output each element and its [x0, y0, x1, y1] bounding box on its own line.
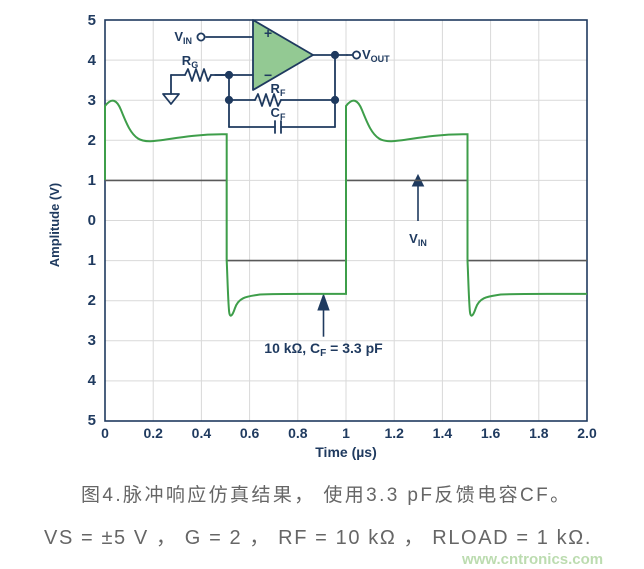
- svg-text:4: 4: [88, 372, 97, 389]
- svg-text:4: 4: [88, 52, 97, 69]
- svg-text:1: 1: [88, 172, 96, 189]
- svg-text:VS = ±5 V ， G = 2 ， RF = 10 kΩ: VS = ±5 V ， G = 2 ， RF = 10 kΩ ， RLOAD =…: [44, 527, 592, 549]
- svg-text:2.0: 2.0: [577, 425, 597, 441]
- svg-text:www.cntronics.com: www.cntronics.com: [461, 551, 603, 568]
- svg-text:0.2: 0.2: [143, 425, 163, 441]
- svg-text:0.6: 0.6: [240, 425, 260, 441]
- svg-text:Amplitude (V): Amplitude (V): [47, 183, 62, 268]
- svg-text:2: 2: [88, 132, 96, 149]
- svg-text:CF: CF: [271, 105, 286, 122]
- svg-text:RG: RG: [182, 53, 198, 70]
- svg-text:1.8: 1.8: [529, 425, 549, 441]
- svg-text:VOUT: VOUT: [362, 47, 390, 64]
- svg-text:VIN: VIN: [174, 29, 192, 46]
- svg-text:Time (µs): Time (µs): [315, 444, 377, 460]
- svg-text:1.4: 1.4: [433, 425, 453, 441]
- svg-text:1.2: 1.2: [384, 425, 404, 441]
- svg-text:1: 1: [88, 252, 96, 269]
- svg-text:1: 1: [342, 425, 350, 441]
- svg-text:0.8: 0.8: [288, 425, 308, 441]
- svg-text:VIN: VIN: [409, 231, 427, 248]
- svg-text:0.4: 0.4: [192, 425, 212, 441]
- svg-text:0: 0: [88, 212, 96, 229]
- svg-text:10 kΩ, CF = 3.3 pF: 10 kΩ, CF = 3.3 pF: [264, 340, 383, 359]
- svg-text:5: 5: [88, 412, 96, 429]
- svg-text:图4.脉冲响应仿真结果， 使用3.3 pF反馈电容CF。: 图4.脉冲响应仿真结果， 使用3.3 pF反馈电容CF。: [81, 484, 572, 506]
- svg-text:3: 3: [88, 92, 96, 109]
- svg-text:5: 5: [88, 12, 96, 29]
- svg-text:2: 2: [88, 292, 96, 309]
- svg-text:1.6: 1.6: [481, 425, 501, 441]
- svg-text:3: 3: [88, 332, 96, 349]
- svg-text:+: +: [264, 25, 272, 41]
- svg-text:0: 0: [101, 425, 109, 441]
- svg-text:RF: RF: [271, 81, 286, 98]
